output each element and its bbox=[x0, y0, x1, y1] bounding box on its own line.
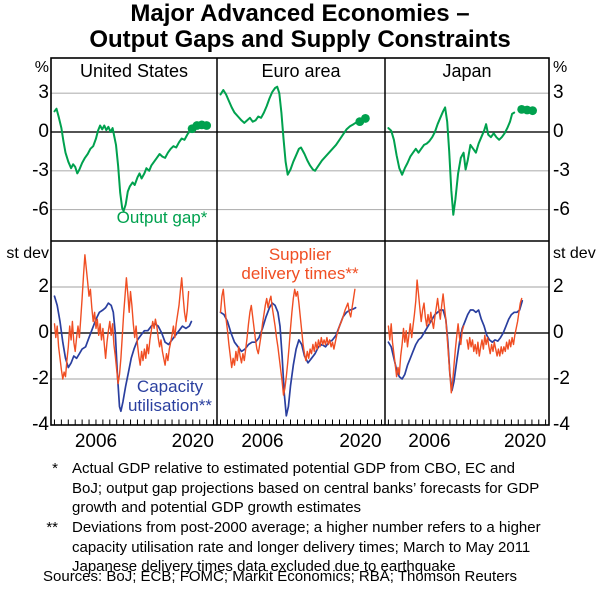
output-gap-projection-dot bbox=[202, 121, 212, 130]
footnote-line: Japanese delivery times data excluded du… bbox=[72, 558, 456, 575]
supplier-delivery-times-line bbox=[387, 279, 465, 394]
supplier-delivery-times-line bbox=[219, 288, 356, 396]
sources-line: Sources: BoJ; ECB; FOMC; Markit Economic… bbox=[43, 568, 518, 585]
capacity-label-line1: Capacity bbox=[136, 377, 204, 396]
capacity-utilisation-line bbox=[387, 299, 524, 392]
output-gap-line bbox=[53, 107, 191, 212]
x-tick-label: 2006 bbox=[241, 431, 284, 452]
chart-title: Major Advanced Economies – Output Gaps a… bbox=[0, 1, 600, 53]
footnote-marker: ** bbox=[46, 519, 58, 536]
y-axis-unit-right-top: % bbox=[553, 59, 568, 76]
y-tick-label-left: 2 bbox=[38, 276, 49, 297]
x-tick-label: 2020 bbox=[503, 431, 547, 452]
y-axis-unit-left-top: % bbox=[34, 59, 49, 76]
y-tick-label-right: -3 bbox=[553, 159, 570, 181]
y-tick-label-right: -2 bbox=[553, 368, 570, 389]
y-tick-label-right: -4 bbox=[553, 414, 570, 435]
y-tick-label-right: 3 bbox=[553, 82, 564, 104]
output-gap-projection-dot bbox=[361, 114, 370, 123]
footnote-deviations: ** Deviations from post-2000 average; a … bbox=[0, 518, 600, 577]
supplier-delivery-times-line bbox=[53, 254, 190, 385]
output-gap-line bbox=[387, 106, 516, 216]
supplier-label-line1: Supplier bbox=[268, 245, 332, 264]
y-tick-label-left: -2 bbox=[32, 368, 49, 389]
supplier-label-line2: delivery times** bbox=[241, 264, 359, 283]
chart-title-line2: Output Gaps and Supply Constraints bbox=[89, 26, 511, 53]
panel-title-japan: Japan bbox=[442, 61, 492, 81]
y-tick-label-left: 0 bbox=[38, 322, 49, 343]
footnote-line: capacity utilisation rate and longer del… bbox=[72, 538, 531, 556]
output-gap-line bbox=[219, 85, 357, 176]
output-gap-label: Output gap* bbox=[116, 208, 208, 227]
output-gap-projection-dot bbox=[528, 106, 537, 116]
y-tick-label-left: -6 bbox=[32, 198, 49, 220]
y-tick-label-right: 0 bbox=[553, 121, 564, 142]
y-tick-label-left: 0 bbox=[38, 121, 49, 142]
capacity-utilisation-line bbox=[53, 295, 193, 413]
y-axis-unit-left-bottom: st dev bbox=[6, 245, 49, 262]
capacity-label-line2: utilisation** bbox=[127, 396, 213, 415]
panel-title-euro-area: Euro area bbox=[261, 61, 341, 81]
y-tick-label-left: -4 bbox=[32, 414, 49, 435]
footnote-output-gap: * Actual GDP relative to estimated poten… bbox=[0, 459, 600, 518]
y-tick-label-left: -3 bbox=[32, 159, 49, 181]
panel-title-united-states: United States bbox=[79, 61, 189, 81]
y-tick-label-right: -6 bbox=[553, 198, 570, 220]
chart-title-line1: Major Advanced Economies – bbox=[130, 0, 470, 27]
footnote-line: growth and potential GDP growth estimate… bbox=[72, 499, 362, 516]
plot-border bbox=[50, 57, 550, 426]
footnote-line: Deviations from post-2000 average; a hig… bbox=[72, 519, 541, 536]
supplier-delivery-times-line bbox=[466, 297, 523, 357]
x-tick-label: 2020 bbox=[339, 431, 382, 452]
footnote-line: BoJ; output gap projections based on cen… bbox=[72, 479, 540, 497]
capacity-utilisation-label: Capacity utilisation** bbox=[95, 377, 245, 415]
footnote-marker: * bbox=[52, 460, 58, 477]
x-tick-label: 2006 bbox=[74, 431, 118, 452]
y-tick-label-left: 3 bbox=[38, 82, 49, 104]
footnote-line: Actual GDP relative to estimated potenti… bbox=[72, 460, 515, 477]
supplier-delivery-times-label: Supplier delivery times** bbox=[226, 245, 374, 283]
x-tick-label: 2006 bbox=[408, 431, 451, 452]
y-axis-unit-right-bottom: st dev bbox=[553, 245, 596, 262]
x-tick-label: 2020 bbox=[171, 431, 214, 452]
y-tick-label-right: 0 bbox=[553, 322, 564, 343]
y-tick-label-right: 2 bbox=[553, 276, 564, 297]
